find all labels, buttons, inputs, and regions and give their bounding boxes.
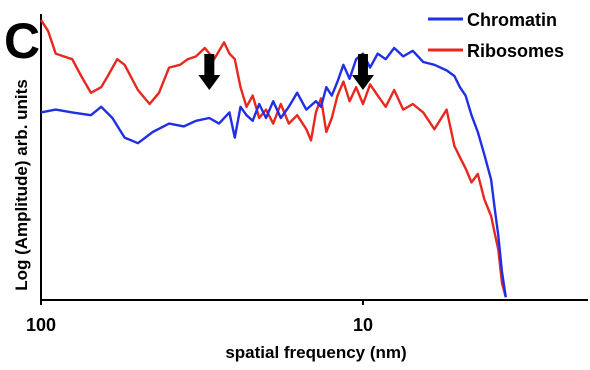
series-line-chromatin xyxy=(40,46,507,298)
down-arrow-icon xyxy=(351,54,374,90)
x-tick-label: 10 xyxy=(353,315,373,335)
y-axis-label: Log (Amplitude) arb. units xyxy=(12,79,31,291)
x-tick-label: 100 xyxy=(26,315,56,335)
legend: Chromatin Ribosomes xyxy=(428,10,564,61)
x-axis-label: spatial frequency (nm) xyxy=(225,343,406,362)
down-arrow-icon xyxy=(198,54,221,90)
x-tick-group: 100 10 xyxy=(26,300,373,335)
series-layer xyxy=(39,19,507,298)
legend-label-chromatin: Chromatin xyxy=(467,10,557,30)
annotation-layer xyxy=(198,54,374,90)
legend-label-ribosomes: Ribosomes xyxy=(467,41,564,61)
panel-label: C xyxy=(4,13,40,69)
series-line-ribosomes xyxy=(39,19,507,298)
